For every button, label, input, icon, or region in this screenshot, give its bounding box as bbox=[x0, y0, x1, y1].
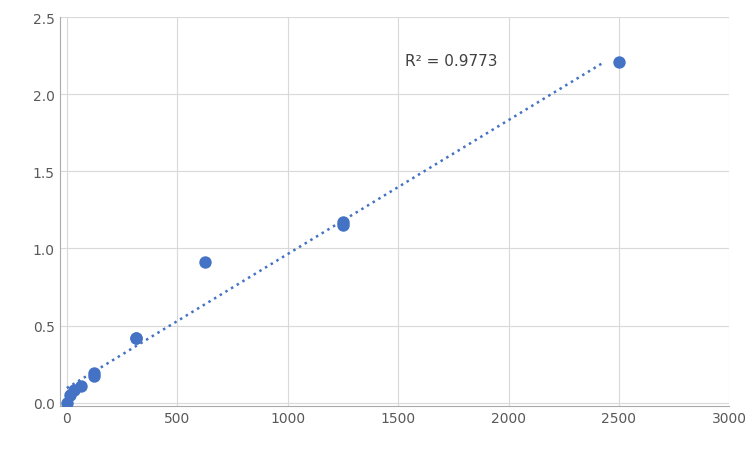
Point bbox=[89, 370, 101, 377]
Point bbox=[337, 219, 349, 226]
Point bbox=[613, 59, 625, 66]
Point bbox=[337, 222, 349, 230]
Point bbox=[130, 335, 142, 342]
Point bbox=[199, 259, 211, 267]
Point bbox=[61, 399, 73, 406]
Point bbox=[64, 391, 76, 399]
Point bbox=[130, 335, 142, 342]
Point bbox=[89, 373, 101, 380]
Point bbox=[74, 382, 86, 390]
Point bbox=[68, 387, 80, 394]
Text: R² = 0.9773: R² = 0.9773 bbox=[405, 54, 497, 69]
